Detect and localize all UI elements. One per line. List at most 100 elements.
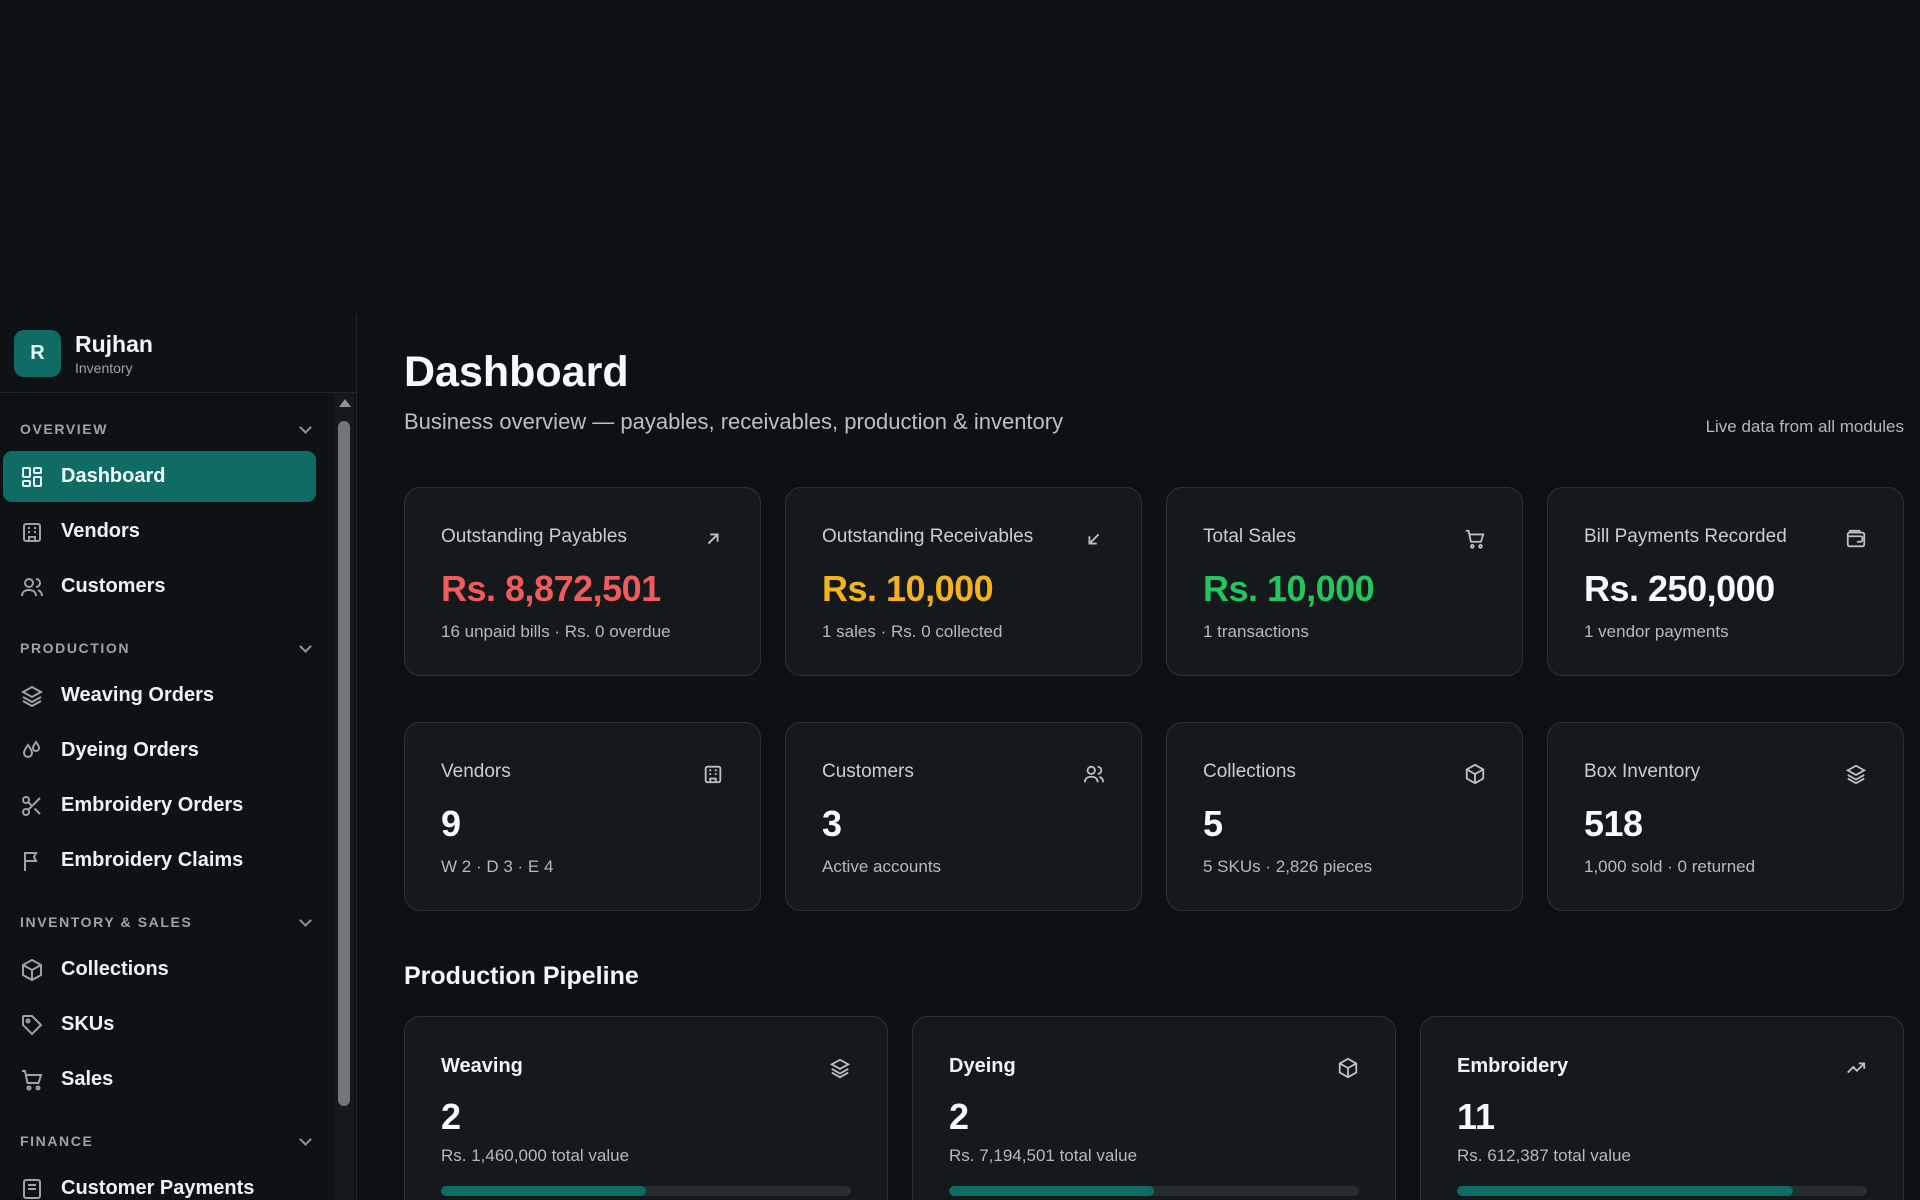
kpi-note: 1 vendor payments: [1584, 622, 1729, 641]
pipeline-note: Rs. 7,194,501 total value: [949, 1146, 1138, 1165]
layers-icon: [829, 1058, 851, 1079]
sidebar-item-dashboard[interactable]: Dashboard: [3, 451, 316, 502]
arrow-down-left-icon: [1088, 533, 1100, 545]
kpi-note: 1 sales · Rs. 0 collected: [822, 622, 1003, 641]
brand[interactable]: R Rujhan Inventory: [0, 314, 356, 393]
pipeline-card-embroidery[interactable]: Embroidery 11 Rs. 612,387 total value: [1420, 1016, 1904, 1200]
sidebar-item-label: Customer Payments: [61, 1177, 255, 1199]
kpi-card-outstanding-receivables[interactable]: Outstanding Receivables Rs. 10,000 1 sal…: [785, 487, 1142, 676]
kpi-label: Vendors: [441, 761, 511, 782]
kpi-label: Bill Payments Recorded: [1584, 526, 1787, 547]
section-title: OVERVIEW: [20, 421, 109, 437]
section-overview-header[interactable]: OVERVIEW: [0, 417, 334, 441]
pipeline-value: 11: [1457, 1096, 1496, 1137]
pipeline-value: 2: [441, 1096, 462, 1137]
sidebar-item-label: Embroidery Orders: [61, 794, 244, 816]
chevron-down-icon: [299, 420, 312, 434]
sidebar-item-label: Collections: [61, 958, 169, 980]
sidebar-item-collections[interactable]: Collections: [3, 944, 316, 995]
pipeline-progress-bar: [441, 1186, 851, 1196]
kpi-value: Rs. 10,000: [1203, 568, 1375, 609]
production-pipeline-title: Production Pipeline: [404, 962, 639, 990]
kpi-card-total-sales[interactable]: Total Sales Rs. 10,000 1 transactions: [1166, 487, 1523, 676]
section-inventory-sales-header[interactable]: INVENTORY & SALES: [0, 910, 334, 934]
sidebar-item-customer-payments[interactable]: Customer Payments: [3, 1163, 316, 1200]
pipeline-progress-bar: [949, 1186, 1359, 1196]
kpi-value: Rs. 8,872,501: [441, 568, 661, 609]
chevron-down-icon: [299, 1132, 312, 1146]
package-icon: [1338, 1057, 1358, 1079]
scrollbar-thumb[interactable]: [338, 421, 350, 1106]
page-title: Dashboard: [404, 348, 629, 396]
building-icon: [704, 765, 722, 784]
sidebar-item-skus[interactable]: SKUs: [3, 999, 316, 1050]
pipeline-card-weaving[interactable]: Weaving 2 Rs. 1,460,000 total value: [404, 1016, 888, 1200]
kpi-value: 5: [1203, 803, 1223, 844]
pipeline-progress-fill: [1457, 1186, 1794, 1196]
kpi-value: 3: [822, 803, 842, 844]
building-icon: [23, 522, 41, 542]
section-production-header[interactable]: PRODUCTION: [0, 636, 334, 660]
kpi-label: Collections: [1203, 761, 1296, 782]
section-title: PRODUCTION: [20, 640, 131, 656]
sidebar-item-dyeing-orders[interactable]: Dyeing Orders: [3, 725, 316, 776]
sidebar-item-sales[interactable]: Sales: [3, 1054, 316, 1105]
kpi-value: Rs. 250,000: [1584, 568, 1775, 609]
kpi-card-vendors[interactable]: Vendors 9 W 2 · D 3 · E 4: [404, 722, 761, 911]
sidebar-item-label: Embroidery Claims: [61, 849, 244, 871]
layers-icon: [1845, 764, 1867, 785]
kpi-note: 5 SKUs · 2,826 pieces: [1203, 857, 1373, 876]
sidebar-item-label: Dashboard: [61, 465, 166, 487]
pipeline-card-dyeing[interactable]: Dyeing 2 Rs. 7,194,501 total value: [912, 1016, 1396, 1200]
pipeline-note: Rs. 1,460,000 total value: [441, 1146, 630, 1165]
pipeline-progress-bar: [1457, 1186, 1867, 1196]
section-title: FINANCE: [20, 1133, 94, 1149]
wallet-icon: [1846, 529, 1866, 548]
brand-name: Rujhan: [75, 330, 153, 357]
layers-icon: [20, 685, 44, 707]
arrow-up-right-icon: [707, 533, 719, 545]
sidebar-item-embroidery-orders[interactable]: Embroidery Orders: [3, 780, 316, 831]
kpi-card-outstanding-payables[interactable]: Outstanding Payables Rs. 8,872,501 16 un…: [404, 487, 761, 676]
sidebar-item-label: Sales: [61, 1068, 114, 1090]
section-title: INVENTORY & SALES: [20, 914, 193, 930]
kpi-note: Active accounts: [822, 857, 942, 876]
chevron-down-icon: [299, 913, 312, 927]
users-icon: [21, 577, 43, 596]
sidebar-item-label: SKUs: [61, 1013, 115, 1035]
sidebar-item-embroidery-claims[interactable]: Embroidery Claims: [3, 835, 316, 886]
sidebar-item-weaving-orders[interactable]: Weaving Orders: [3, 670, 316, 721]
package-icon: [22, 958, 42, 981]
pipeline-label: Embroidery: [1457, 1055, 1569, 1077]
kpi-note: 1,000 sold · 0 returned: [1584, 857, 1756, 876]
kpi-note: 1 transactions: [1203, 622, 1309, 641]
kpi-card-collections[interactable]: Collections 5 5 SKUs · 2,826 pieces: [1166, 722, 1523, 911]
pipeline-value: 2: [949, 1096, 970, 1137]
sidebar-scrollbar[interactable]: [334, 393, 354, 1200]
section-finance-header[interactable]: FINANCE: [0, 1129, 334, 1153]
brand-subtitle: Inventory: [75, 359, 133, 376]
page-subtitle: Business overview — payables, receivable…: [404, 409, 1064, 434]
users-icon: [1083, 765, 1105, 783]
pipeline-note: Rs. 612,387 total value: [1457, 1146, 1631, 1165]
kpi-card-box-inventory[interactable]: Box Inventory 518 1,000 sold · 0 returne…: [1547, 722, 1904, 911]
kpi-value: 9: [441, 803, 461, 844]
kpi-note: W 2 · D 3 · E 4: [441, 857, 554, 876]
pipeline-progress-fill: [949, 1186, 1154, 1196]
sidebar-item-label: Weaving Orders: [61, 684, 215, 706]
kpi-label: Customers: [822, 761, 914, 782]
sidebar-item-label: Customers: [61, 575, 166, 597]
sidebar-item-label: Dyeing Orders: [61, 739, 199, 761]
scroll-up-arrow-icon[interactable]: [339, 399, 351, 407]
brand-logo: R: [14, 329, 61, 377]
kpi-label: Outstanding Receivables: [822, 526, 1034, 547]
main-content: Dashboard Business overview — payables, …: [404, 314, 1904, 1200]
sidebar-item-vendors[interactable]: Vendors: [3, 506, 316, 557]
kpi-card-bill-payments[interactable]: Bill Payments Recorded Rs. 250,000 1 ven…: [1547, 487, 1904, 676]
kpi-card-customers[interactable]: Customers 3 Active accounts: [785, 722, 1142, 911]
package-icon: [1465, 763, 1485, 785]
sidebar-item-label: Vendors: [61, 520, 140, 542]
sidebar-nav: OVERVIEW Dashboard Vendors Customers PRO…: [0, 393, 334, 1200]
droplets-icon: [22, 739, 41, 758]
sidebar-item-customers[interactable]: Customers: [3, 561, 316, 612]
